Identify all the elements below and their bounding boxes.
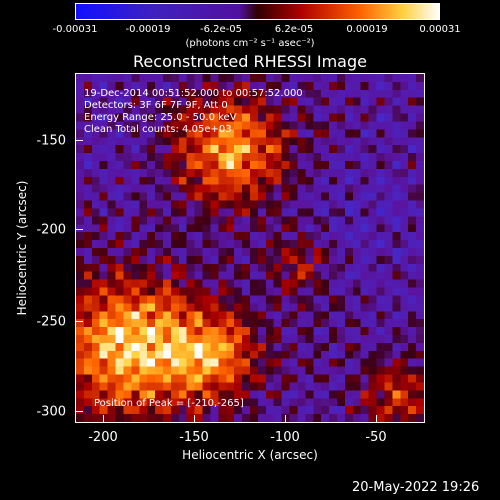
x-tick-label: -150 xyxy=(179,430,209,445)
x-axis-label: Heliocentric X (arcsec) xyxy=(182,448,318,462)
image-plot: 19-Dec-2014 00:51:52.000 to 00:57:52.000… xyxy=(75,73,425,423)
colorbar-tick-label: 0.00031 xyxy=(419,24,461,35)
y-axis-label: Heliocentric Y (arcsec) xyxy=(15,180,29,316)
y-tick-label: -150 xyxy=(36,133,66,149)
y-tick-label: -200 xyxy=(36,222,66,238)
colorbar xyxy=(75,3,440,20)
peak-position-annotation: Position of Peak = [-210,-265] xyxy=(94,398,244,409)
colorbar-tick-label: -0.00019 xyxy=(125,24,171,35)
colorbar-tick-label: -6.2e-05 xyxy=(200,24,242,35)
generation-timestamp: 20-May-2022 19:26 xyxy=(352,480,480,495)
y-tick-label: -250 xyxy=(36,314,66,330)
y-tick-label: -300 xyxy=(36,404,66,420)
colorbar-tick-label: 0.00019 xyxy=(346,24,388,35)
total-counts-annotation: Clean Total counts: 4.05e+03 xyxy=(84,124,232,135)
colorbar-units: (photons cm⁻² s⁻¹ asec⁻²) xyxy=(185,38,315,49)
x-tick-label: -50 xyxy=(365,430,387,445)
x-tick-label: -100 xyxy=(270,430,300,445)
image-title: Reconstructed RHESSI Image xyxy=(133,52,367,71)
energy-range-annotation: Energy Range: 25.0 - 50.0 keV xyxy=(84,112,237,123)
colorbar-tick-label: -0.00031 xyxy=(52,24,98,35)
colorbar-tick-label: 6.2e-05 xyxy=(274,24,314,35)
x-tick-label: -200 xyxy=(88,430,118,445)
heatmap-image xyxy=(76,74,424,422)
time-range-annotation: 19-Dec-2014 00:51:52.000 to 00:57:52.000 xyxy=(84,88,303,99)
detectors-annotation: Detectors: 3F 6F 7F 9F, Att 0 xyxy=(84,100,228,111)
